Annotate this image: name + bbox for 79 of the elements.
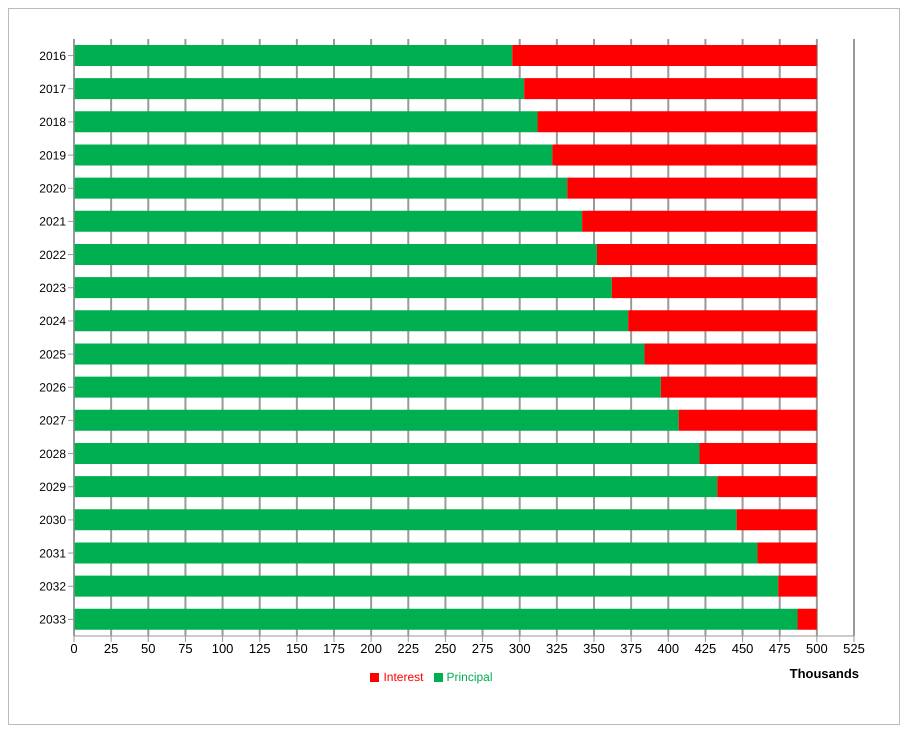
x-tick-label: 250 (434, 641, 456, 656)
legend-label: Principal (446, 670, 493, 684)
y-tick-label: 2027 (39, 414, 66, 428)
bar (644, 343, 817, 364)
y-tick-label: 2021 (39, 214, 66, 229)
x-tick-label: 75 (178, 641, 193, 656)
bar (74, 78, 524, 100)
bar (612, 277, 817, 298)
bar (74, 608, 798, 630)
bar (757, 542, 817, 564)
x-tick-label: 150 (286, 641, 308, 656)
y-tick-label: 2023 (39, 281, 66, 296)
y-tick-label: 2024 (39, 314, 66, 328)
bar (699, 442, 817, 464)
bar (74, 310, 628, 332)
x-tick-label: 325 (546, 641, 568, 656)
bar (74, 244, 597, 265)
bar (74, 343, 645, 364)
bar (74, 542, 758, 564)
bar (678, 410, 817, 431)
y-tick-label: 2026 (39, 380, 66, 395)
x-tick-label: 125 (248, 641, 271, 656)
y-tick-label: 2018 (39, 115, 66, 130)
bar (74, 576, 778, 597)
bar (717, 476, 817, 498)
bar (74, 376, 661, 398)
bar (552, 144, 817, 166)
x-tick-label: 100 (212, 641, 234, 656)
bar (74, 178, 568, 199)
y-tick-label: 2030 (39, 513, 66, 528)
x-tick-label: 300 (508, 641, 531, 656)
y-tick-label: 2017 (39, 82, 66, 96)
y-tick-label: 2029 (39, 480, 66, 494)
bar (74, 111, 538, 132)
bar (74, 442, 700, 464)
x-tick-label: 475 (768, 641, 791, 656)
x-tick-label: 0 (70, 641, 78, 656)
bar (74, 210, 582, 232)
y-tick-label: 2016 (39, 48, 66, 63)
y-tick-label: 2032 (39, 580, 66, 594)
x-tick-label: 350 (583, 641, 605, 656)
x-axis-title: Thousands (790, 666, 859, 681)
y-tick-label: 2033 (39, 612, 66, 627)
bar (596, 244, 817, 265)
bar (524, 78, 817, 100)
bar (628, 310, 817, 332)
x-tick-label: 200 (360, 641, 382, 656)
bar (74, 277, 612, 298)
x-tick-label: 375 (620, 641, 642, 656)
x-tick-label: 25 (104, 641, 118, 656)
x-tick-label: 50 (141, 641, 156, 656)
y-tick-label: 2025 (39, 347, 66, 362)
y-tick-label: 2028 (39, 446, 66, 461)
x-tick-label: 500 (806, 641, 828, 656)
x-tick-label: 450 (732, 641, 754, 656)
bar (512, 44, 817, 66)
x-tick-label: 175 (323, 641, 345, 656)
bar (74, 476, 718, 498)
bar (74, 410, 679, 431)
y-tick-label: 2022 (39, 248, 66, 262)
x-tick-label: 525 (843, 641, 865, 656)
x-tick-label: 425 (694, 641, 716, 656)
bar (74, 144, 552, 166)
bar (736, 509, 817, 530)
bar (74, 509, 737, 530)
legend-label: Interest (383, 670, 424, 684)
bar (660, 376, 817, 398)
bar (778, 576, 817, 597)
bar (582, 210, 817, 232)
bar (567, 178, 817, 199)
bar (798, 608, 817, 630)
x-tick-label: 275 (472, 641, 494, 656)
y-tick-label: 2019 (39, 148, 66, 162)
y-tick-label: 2020 (39, 182, 66, 196)
x-tick-label: 225 (397, 641, 420, 656)
bar (74, 44, 512, 66)
y-tick-label: 2031 (39, 546, 66, 560)
x-tick-label: 400 (657, 641, 680, 656)
bar (538, 111, 817, 132)
